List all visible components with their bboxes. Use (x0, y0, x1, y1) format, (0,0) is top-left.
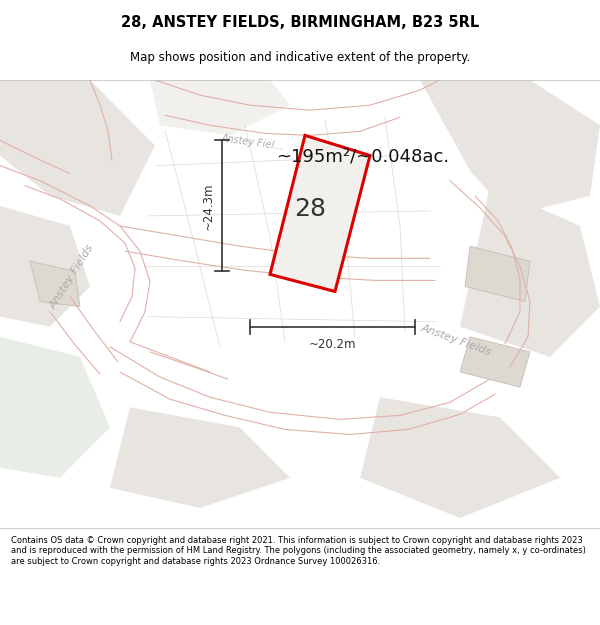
Polygon shape (0, 80, 155, 216)
Polygon shape (420, 80, 600, 216)
Polygon shape (460, 186, 600, 357)
Polygon shape (0, 337, 110, 478)
Polygon shape (0, 206, 90, 327)
Text: Map shows position and indicative extent of the property.: Map shows position and indicative extent… (130, 51, 470, 64)
Text: Anstey Fiel...: Anstey Fiel... (220, 133, 284, 152)
Text: 28: 28 (294, 197, 326, 221)
Text: Contains OS data © Crown copyright and database right 2021. This information is : Contains OS data © Crown copyright and d… (11, 536, 586, 566)
Text: Anstey Fields: Anstey Fields (48, 243, 96, 311)
Polygon shape (360, 398, 560, 518)
Polygon shape (460, 337, 530, 387)
Text: Anstey Fields: Anstey Fields (419, 322, 493, 357)
Text: 28, ANSTEY FIELDS, BIRMINGHAM, B23 5RL: 28, ANSTEY FIELDS, BIRMINGHAM, B23 5RL (121, 15, 479, 30)
Text: ~20.2m: ~20.2m (309, 338, 356, 351)
Polygon shape (110, 80, 490, 428)
Polygon shape (30, 261, 80, 307)
Text: ~24.3m: ~24.3m (202, 182, 215, 229)
Polygon shape (270, 136, 370, 291)
Text: ~195m²/~0.048ac.: ~195m²/~0.048ac. (276, 147, 449, 165)
Polygon shape (150, 80, 290, 136)
Polygon shape (110, 408, 290, 508)
Polygon shape (465, 246, 530, 301)
